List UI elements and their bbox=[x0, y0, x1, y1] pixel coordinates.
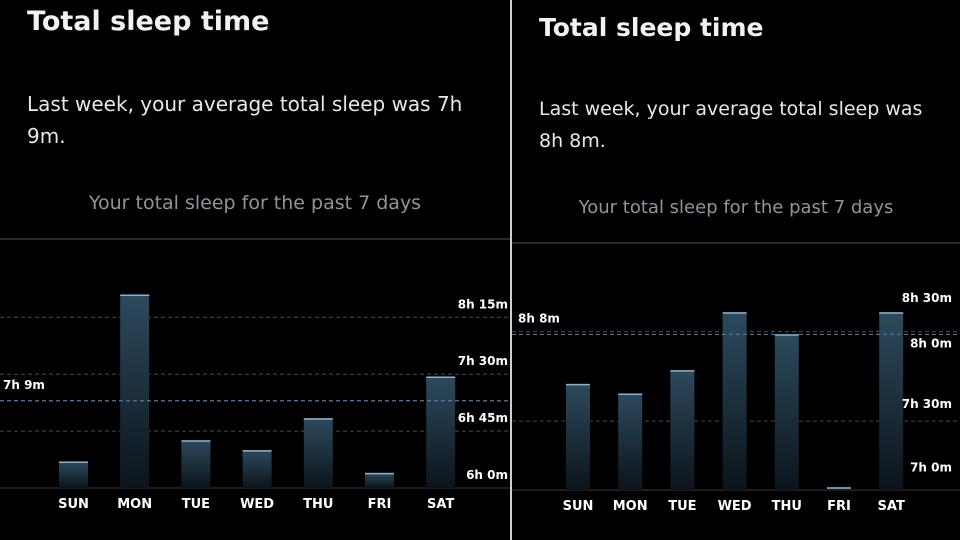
y-tick-label: 8h 0m bbox=[910, 336, 952, 350]
x-tick-label: WED bbox=[718, 499, 752, 514]
x-tick-label: MON bbox=[117, 497, 152, 512]
bar-thu bbox=[303, 418, 333, 488]
sleep-summary: Last week, your average total sleep was … bbox=[539, 98, 923, 152]
bar-sat bbox=[426, 376, 456, 488]
x-tick-label: MON bbox=[613, 499, 648, 514]
panel-divider bbox=[510, 0, 512, 540]
y-tick-label: 7h 30m bbox=[902, 397, 952, 411]
x-tick-label: SAT bbox=[878, 499, 905, 514]
average-label: 7h 9m bbox=[3, 378, 45, 392]
bar-fri bbox=[365, 472, 394, 488]
y-tick-label: 7h 30m bbox=[458, 354, 508, 368]
x-tick-label: TUE bbox=[668, 499, 696, 514]
x-tick-label: THU bbox=[303, 497, 333, 512]
y-tick-label: 6h 45m bbox=[458, 411, 508, 425]
x-tick-label: THU bbox=[772, 499, 802, 514]
bar-tue bbox=[181, 440, 211, 488]
bar-wed bbox=[722, 312, 747, 490]
page-title: Total sleep time bbox=[539, 13, 764, 42]
x-tick-label: WED bbox=[240, 497, 274, 512]
sleep-card-left: Total sleep time Last week, your average… bbox=[0, 6, 510, 512]
sleep-bar-chart: 8h 8m 8h 30m 8h 0m 7h 30m 7h 0m SUN MON TUE WED T… bbox=[512, 242, 960, 514]
bar-sun bbox=[566, 383, 590, 490]
chart-subtitle: Your total sleep for the past 7 days bbox=[578, 197, 894, 218]
x-tick-label: SUN bbox=[563, 499, 594, 514]
bar-mon bbox=[120, 294, 150, 488]
bar-sun bbox=[59, 461, 88, 488]
page-title: Total sleep time bbox=[27, 6, 270, 37]
sleep-bar-chart: 7h 9m 8h 15m 7h 30m 6h 45m 6h 0m SUN MON TUE WED… bbox=[0, 238, 510, 512]
y-tick-label: 8h 30m bbox=[902, 291, 952, 305]
bar-sat bbox=[879, 312, 904, 490]
bar-thu bbox=[774, 334, 799, 490]
bar-wed bbox=[242, 450, 272, 488]
sleep-card-right: Total sleep time Last week, your average… bbox=[512, 0, 960, 540]
average-label: 8h 8m bbox=[518, 311, 560, 325]
bar-tue bbox=[670, 370, 695, 490]
y-tick-label: 6h 0m bbox=[466, 468, 508, 482]
x-tick-label: FRI bbox=[827, 499, 851, 514]
sleep-summary: Last week, your average total sleep was … bbox=[27, 92, 463, 148]
x-tick-label: FRI bbox=[368, 497, 392, 512]
x-tick-label: SUN bbox=[58, 497, 89, 512]
y-tick-label: 8h 15m bbox=[458, 297, 508, 311]
bar-mon bbox=[618, 393, 643, 490]
chart-subtitle: Your total sleep for the past 7 days bbox=[88, 192, 422, 214]
x-tick-label: TUE bbox=[182, 497, 210, 512]
y-tick-label: 7h 0m bbox=[910, 460, 952, 474]
x-tick-label: SAT bbox=[427, 497, 454, 512]
